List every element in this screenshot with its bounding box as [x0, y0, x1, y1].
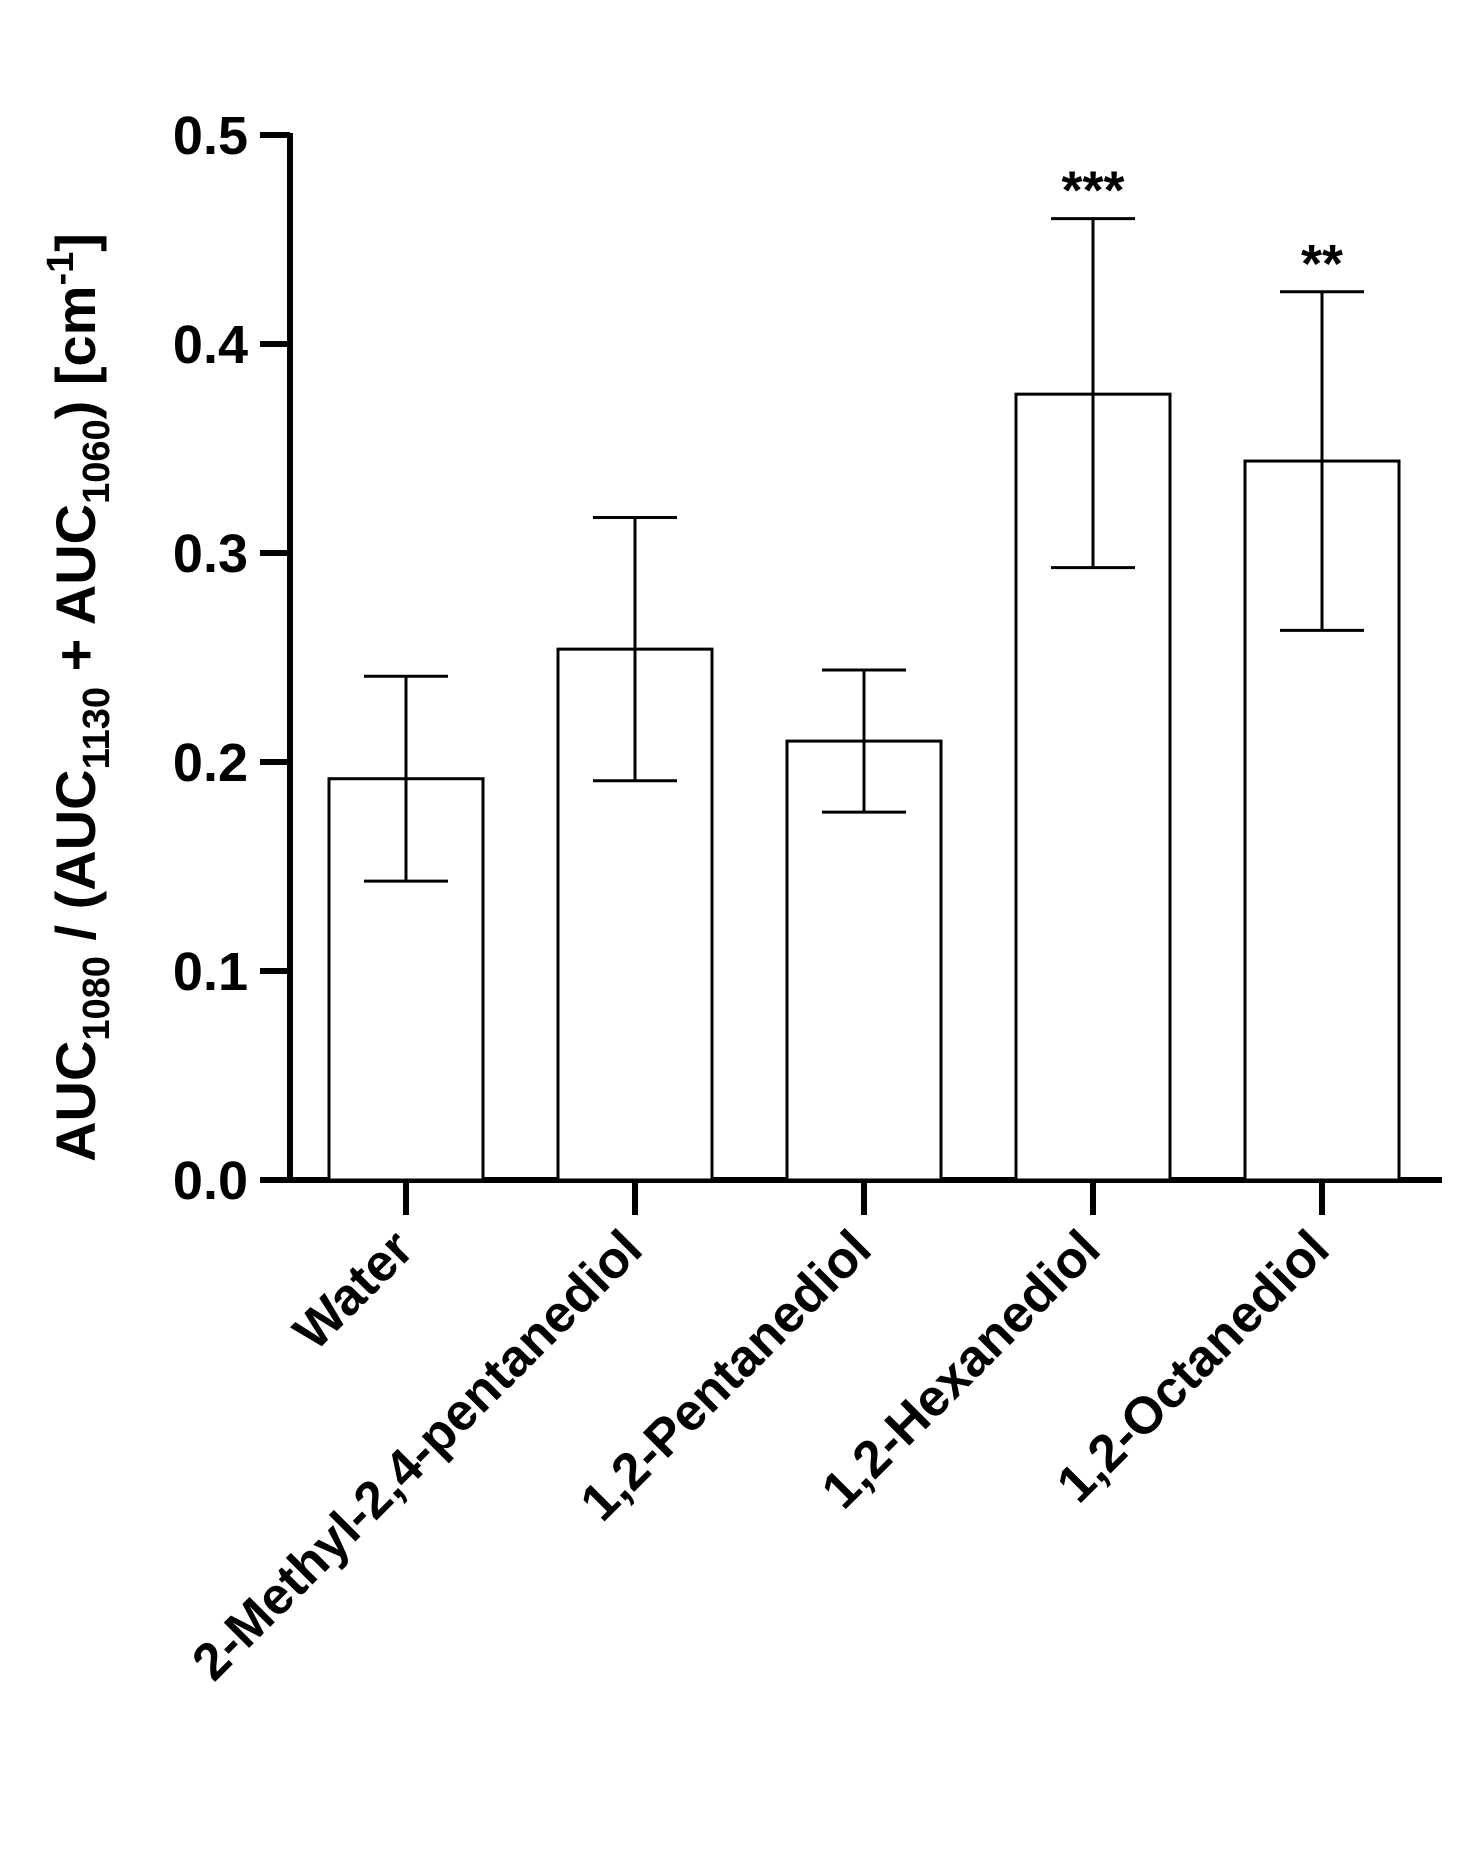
x-axis: [287, 1177, 1442, 1215]
y-label-subscript: 1080: [76, 956, 118, 1041]
y-label-part: + AUC: [44, 504, 107, 687]
y-label-part: ) [cm: [44, 286, 107, 420]
x-category-label: 2-Methyl-2,4-pentanediol: [181, 1219, 653, 1691]
y-tick-label: 0.1: [173, 942, 248, 1002]
y-label-subscript: 1060: [76, 419, 118, 504]
y-label-superscript: -1: [40, 252, 82, 286]
y-tick-label: 0.2: [173, 733, 248, 793]
y-tick-label: 0.3: [173, 524, 248, 584]
significance-marker: ***: [1061, 161, 1124, 221]
y-axis-label: AUC1080​ / (AUC1130​ + AUC1060​) [cm-1​]: [40, 233, 118, 1162]
bar: [785, 739, 943, 1182]
significance-markers: *****: [1061, 161, 1343, 294]
error-bars: [364, 217, 1364, 883]
y-label-part: AUC: [44, 1041, 107, 1162]
x-category-label: Water: [283, 1219, 425, 1361]
y-tick-label: 0.5: [173, 106, 248, 166]
y-label-part: / (AUC: [44, 769, 107, 956]
y-axis-label-text: AUC1080​ / (AUC1130​ + AUC1060​) [cm-1​]: [40, 233, 118, 1162]
bars: [327, 392, 1401, 1182]
y-tick-label: 0.0: [173, 1151, 248, 1211]
y-tick-label: 0.4: [173, 315, 248, 375]
significance-marker: **: [1301, 234, 1343, 294]
y-label-part: ]: [44, 233, 107, 252]
y-label-subscript: 1130: [76, 687, 118, 769]
category-labels: Water2-Methyl-2,4-pentanediol1,2-Pentane…: [181, 1219, 1340, 1691]
y-axis: 0.0 0.1 0.2 0.3 0.4 0.5: [173, 106, 293, 1211]
